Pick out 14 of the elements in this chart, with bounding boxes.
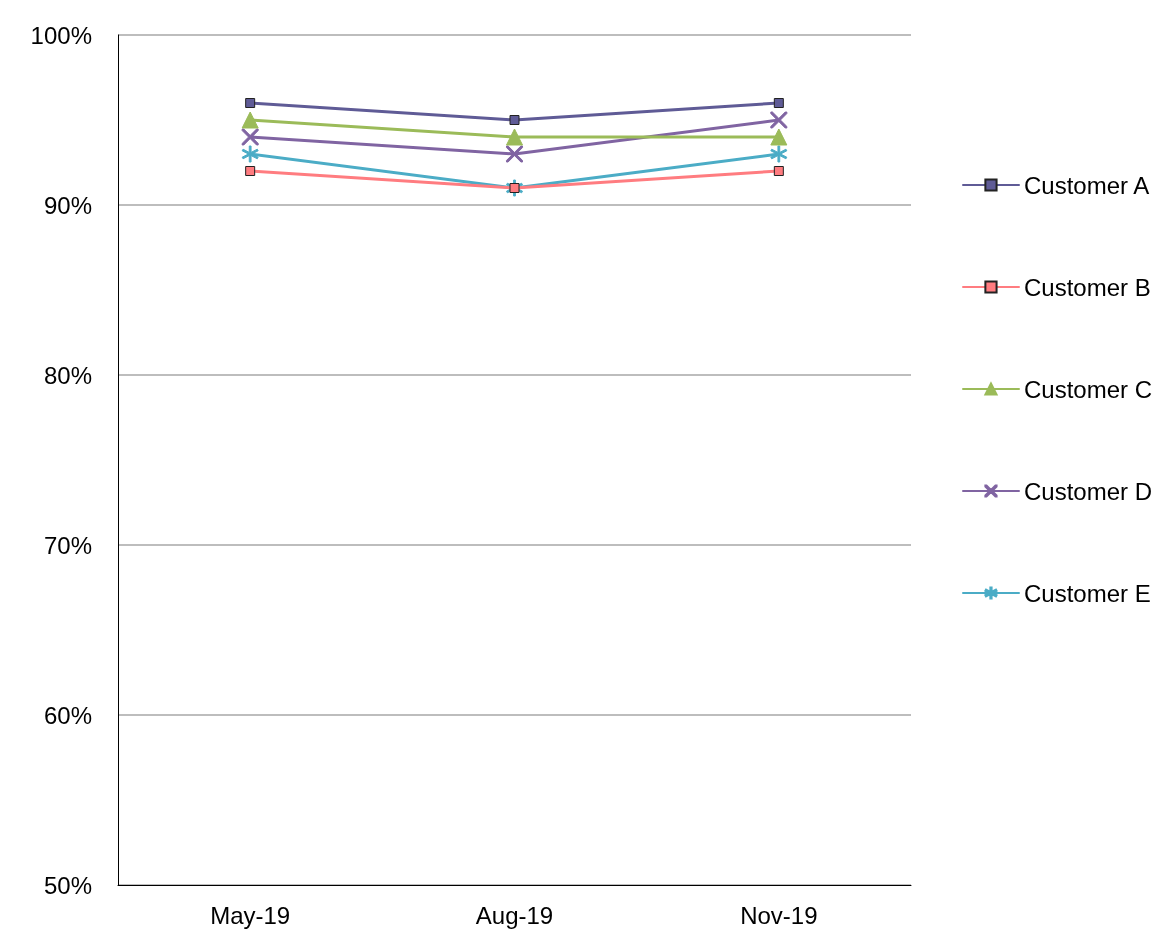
legend-label: Customer C: [1023, 375, 1152, 403]
y-tick-label: 70%: [43, 531, 92, 559]
legend-label: Customer B: [1023, 273, 1151, 301]
legend-label: Customer E: [1023, 579, 1151, 607]
legend-label: Customer D: [1023, 477, 1152, 505]
y-tick-label: 50%: [43, 871, 92, 899]
y-tick-label: 60%: [43, 701, 92, 729]
y-tick-label: 80%: [43, 361, 92, 389]
x-tick-label: Aug-19: [475, 901, 554, 929]
y-tick-label: 100%: [30, 21, 92, 49]
x-tick-label: May-19: [210, 901, 291, 929]
x-tick-label: Nov-19: [740, 901, 818, 929]
legend-label: Customer A: [1023, 171, 1150, 199]
y-tick-label: 90%: [43, 191, 92, 219]
